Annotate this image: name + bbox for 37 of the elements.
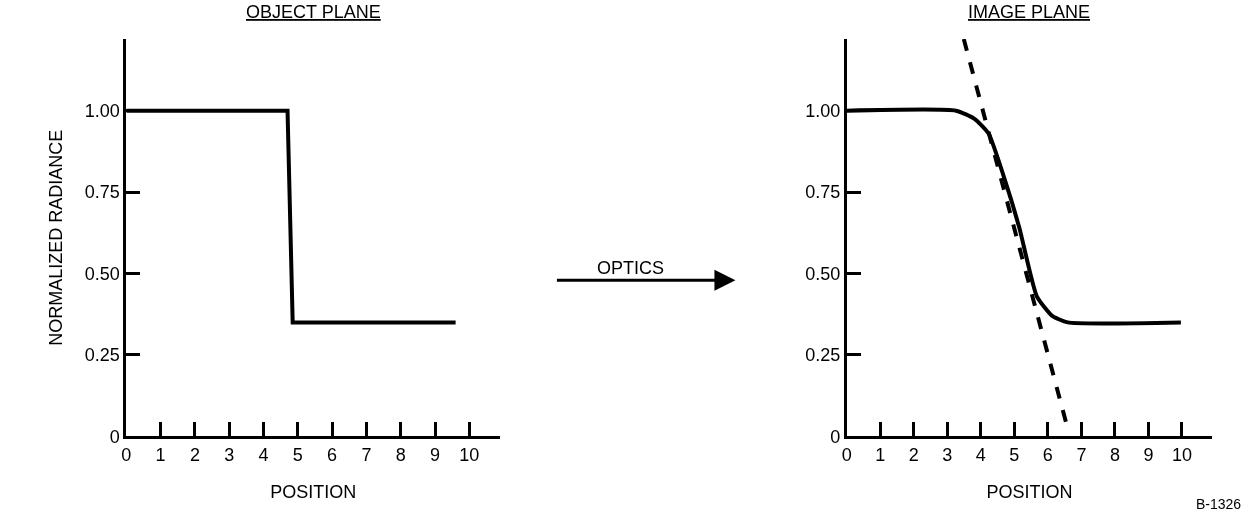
chart-title: IMAGE PLANE <box>968 2 1091 22</box>
y-tick-label: 0.50 <box>805 263 841 284</box>
x-tick-label: 1 <box>155 444 166 465</box>
x-tick-label: 9 <box>430 444 441 465</box>
y-tick-label: 0.75 <box>805 182 841 203</box>
x-tick-label: 2 <box>908 444 919 465</box>
x-tick-label: 6 <box>327 444 338 465</box>
y-tick-label: 1.00 <box>84 101 120 122</box>
y-tick-label: 0 <box>830 426 841 447</box>
x-tick-label: 8 <box>395 444 406 465</box>
x-axis-title: POSITION <box>986 482 1073 503</box>
y-tick-label: 0.75 <box>84 182 120 203</box>
x-tick-label: 3 <box>942 444 953 465</box>
x-tick-label: 4 <box>975 444 986 465</box>
x-tick-label: 6 <box>1042 444 1053 465</box>
x-tick-label: 7 <box>361 444 372 465</box>
y-tick-label: 0 <box>109 426 120 447</box>
x-tick-label: 7 <box>1076 444 1087 465</box>
y-tick-label: 0.50 <box>84 263 120 284</box>
y-tick-label: 0.25 <box>805 345 841 366</box>
x-tick-label: 10 <box>459 444 480 465</box>
x-tick-label: 9 <box>1143 444 1154 465</box>
x-tick-label: 5 <box>1009 444 1020 465</box>
x-tick-label: 1 <box>875 444 886 465</box>
x-tick-label: 4 <box>258 444 269 465</box>
y-axis-title: NORMALIZED RADIANCE <box>45 129 66 346</box>
x-axis-title: POSITION <box>270 482 357 503</box>
x-tick-label: 10 <box>1171 444 1192 465</box>
x-tick-label: 8 <box>1109 444 1120 465</box>
x-tick-label: 2 <box>189 444 200 465</box>
text: OPTICS <box>597 258 665 278</box>
y-tick-label: 1.00 <box>805 101 841 122</box>
x-tick-label: 3 <box>224 444 235 465</box>
chart-title: OBJECT PLANE <box>246 2 381 22</box>
text: B-1326 <box>1196 496 1242 512</box>
y-tick-label: 0.25 <box>84 345 120 366</box>
x-tick-label: 5 <box>292 444 303 465</box>
